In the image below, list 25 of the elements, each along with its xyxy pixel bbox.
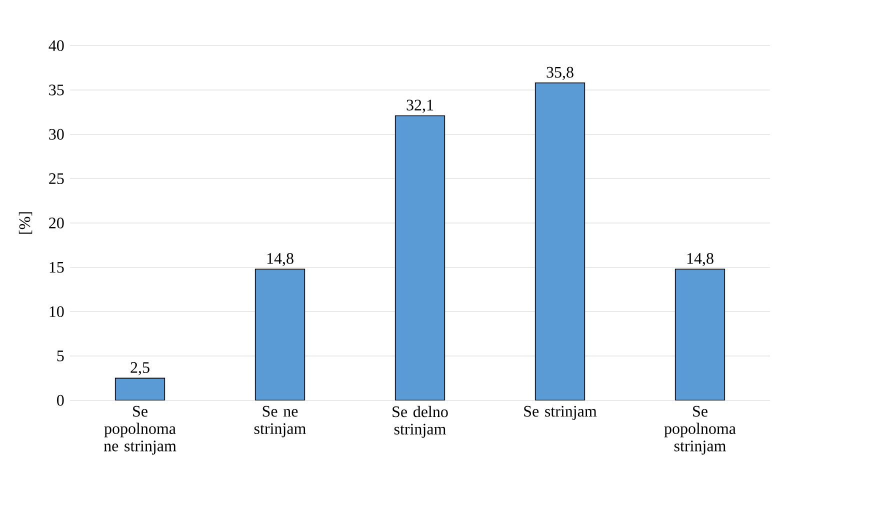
y-tick-label: 5 [57,350,64,362]
bar [534,82,586,400]
x-tick-label: Se popolnoma strinjam [664,406,736,455]
bar [674,268,726,400]
y-tick-label: 25 [49,173,64,184]
x-tick-label: Se popolnoma ne strinjam [104,406,176,455]
data-label: 14,8 [687,253,714,266]
data-label: 14,8 [267,253,294,266]
y-tick-label: 15 [50,262,64,273]
y-tick-label: 35 [49,84,64,96]
x-tick-label: Se delno strinjam [392,406,448,438]
x-tick-label: Se ne strinjam [254,406,306,438]
y-axis-title: [%] [18,212,32,234]
bar [254,268,306,400]
y-tick-label: 20 [49,218,64,228]
y-tick-label: 30 [49,128,64,140]
data-label: 2,5 [130,362,150,376]
y-tick-label: 0 [57,394,64,406]
bar [394,115,446,400]
x-tick-label: Se strinjam [524,406,597,420]
y-tick-label: 10 [50,306,64,318]
y-tick-label: 40 [48,40,64,52]
data-label: 35,8 [546,66,574,80]
data-label: 32,1 [406,100,434,113]
bar [114,378,166,400]
